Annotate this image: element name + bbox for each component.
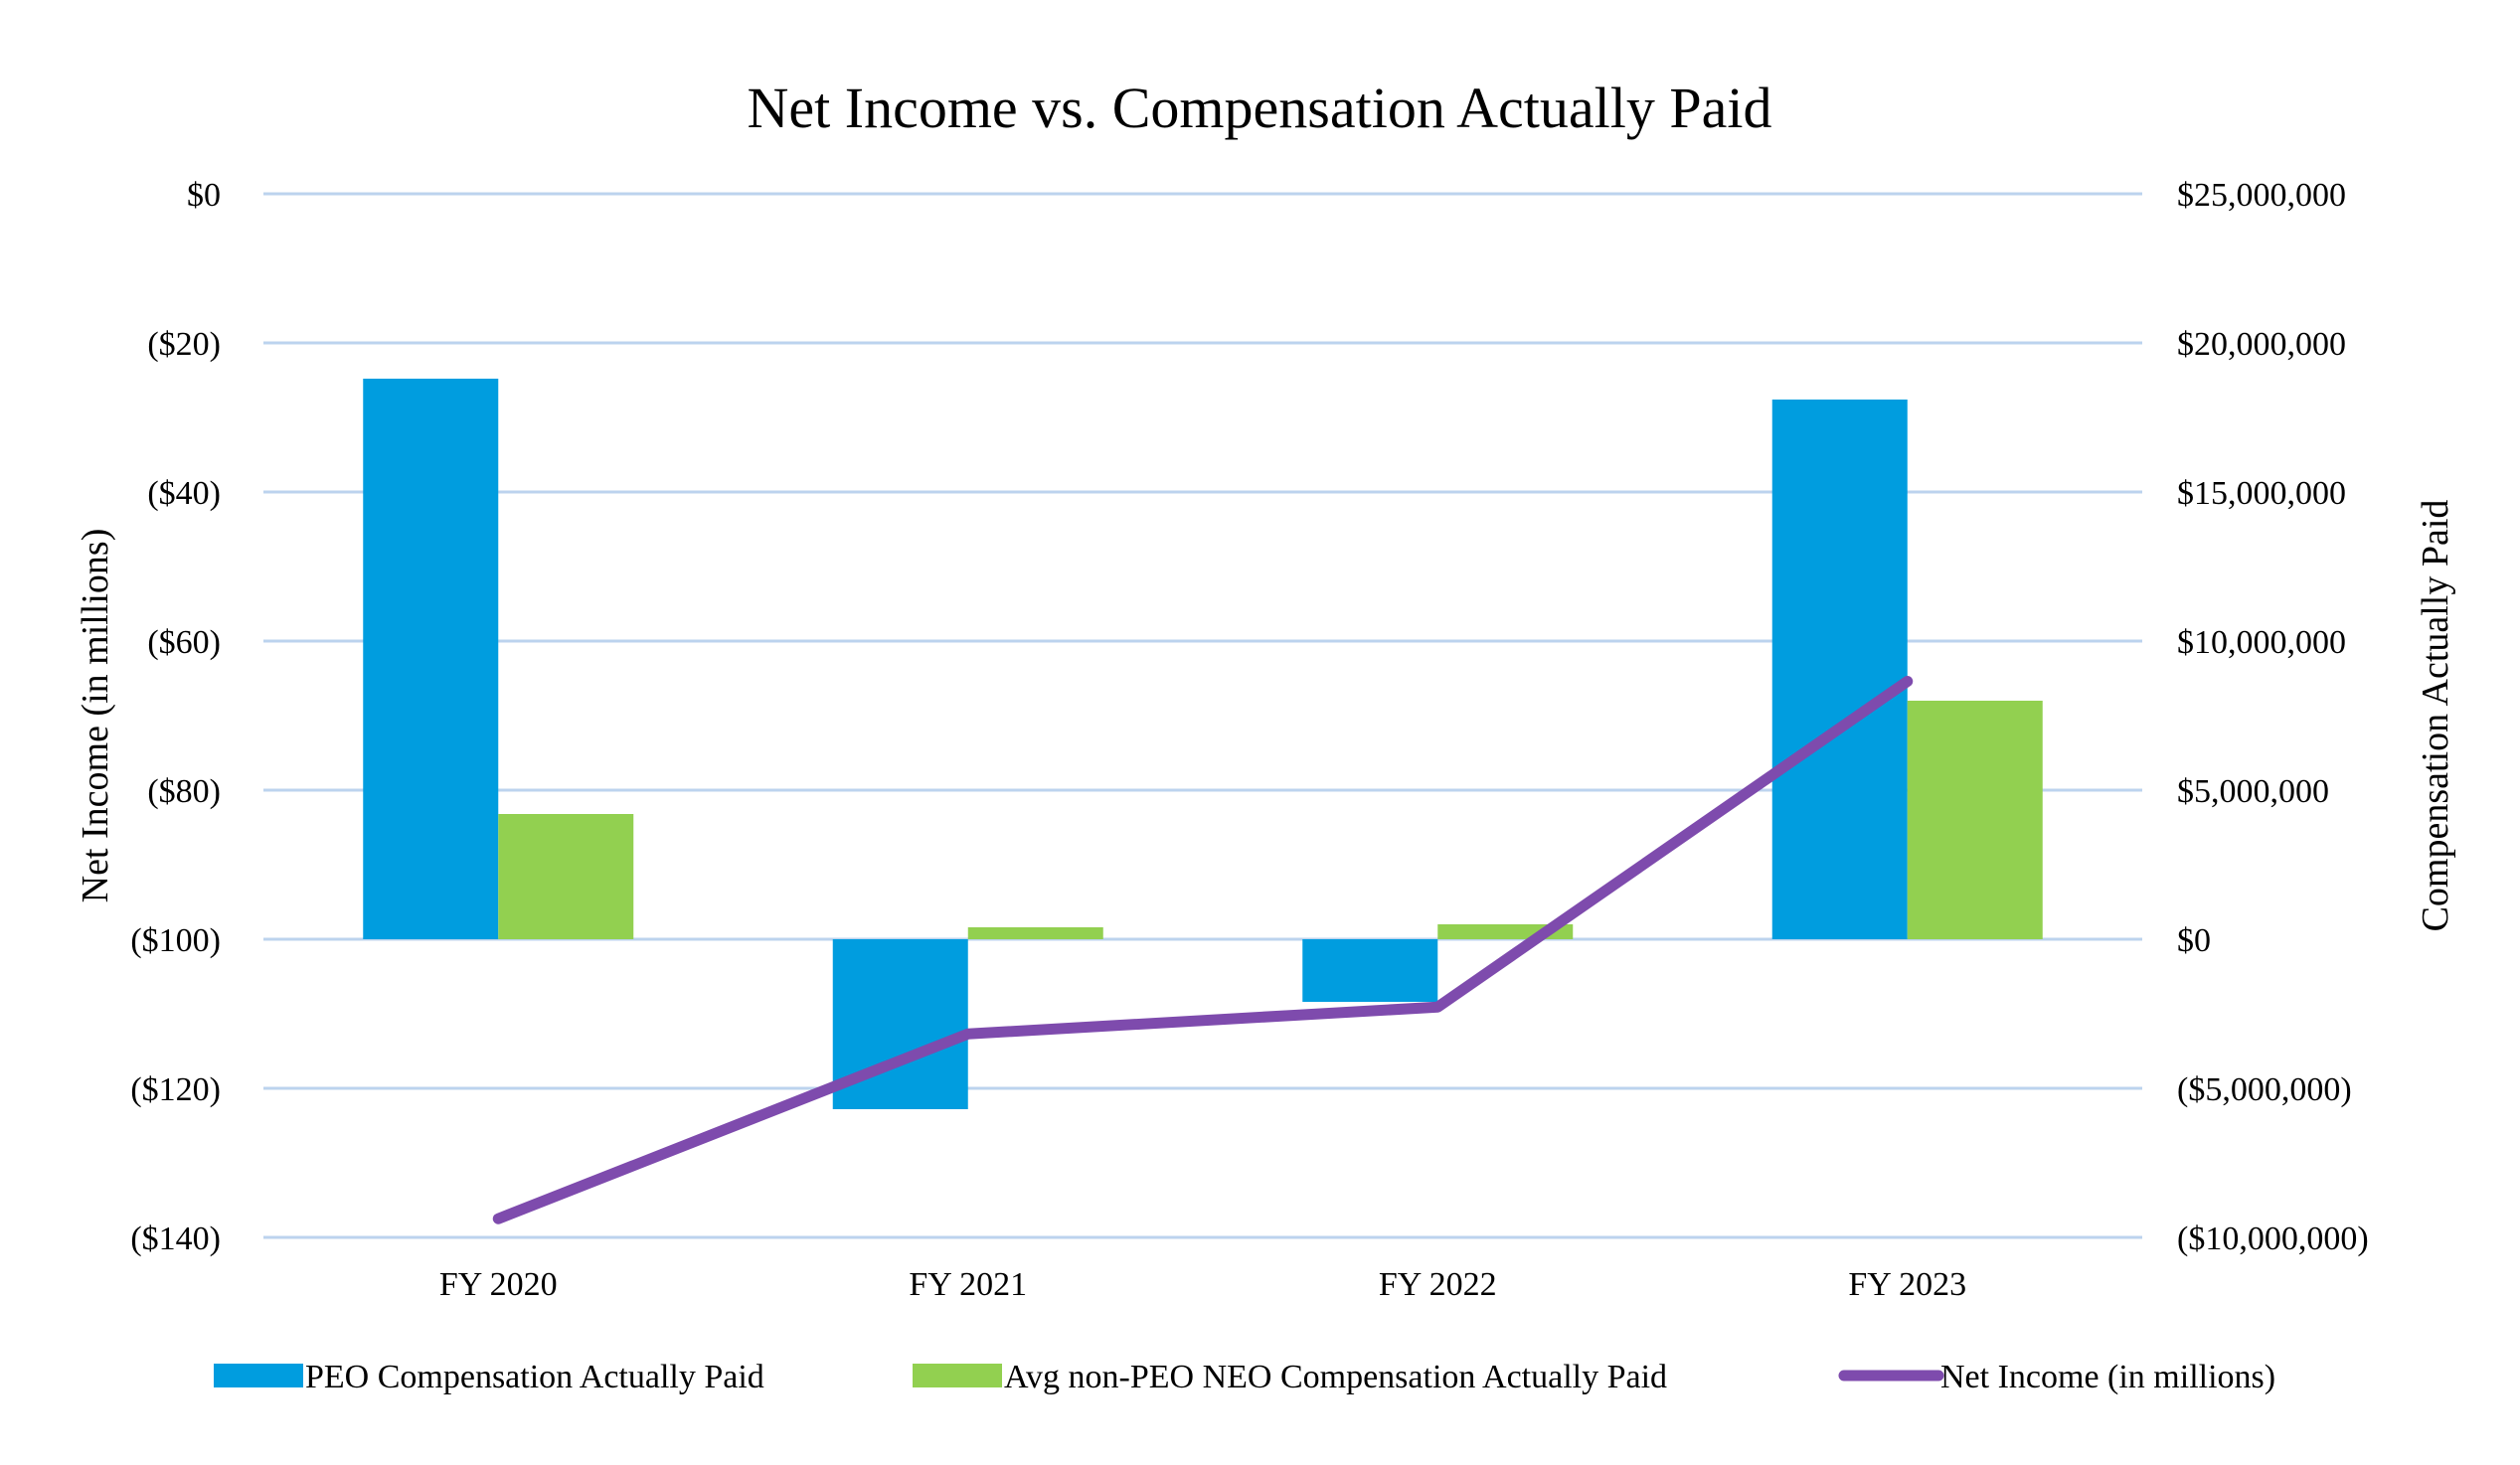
legend-item: Avg non-PEO NEO Compensation Actually Pa… (913, 1359, 1667, 1395)
x-tick-label: FY 2021 (909, 1266, 1027, 1303)
right-tick-label: $5,000,000 (2177, 773, 2329, 810)
legend-label: Net Income (in millions) (1940, 1359, 2275, 1395)
line-series (492, 676, 1914, 1224)
x-tick-label: FY 2020 (439, 1266, 558, 1303)
non-peo-bar (1907, 701, 2043, 939)
left-tick-label: ($100) (130, 922, 221, 959)
right-tick-label: ($5,000,000) (2177, 1071, 2352, 1108)
legend-swatch (214, 1364, 303, 1387)
legend-label: PEO Compensation Actually Paid (305, 1359, 764, 1395)
right-axis-ticks: $25,000,000 $20,000,000 $15,000,000 $10,000… (2177, 177, 2369, 1257)
left-tick-label: ($80) (147, 773, 221, 810)
left-tick-label: $0 (187, 177, 221, 214)
right-tick-label: ($10,000,000) (2177, 1221, 2369, 1257)
net-income-line (492, 676, 1914, 1224)
left-axis-ticks: $0 ($20) ($40) ($60) ($80) ($100) ($120) ($140) (130, 177, 221, 1257)
chart-title: Net Income vs. Compensation Actually Pai… (748, 76, 1772, 140)
non-peo-bar (967, 927, 1103, 939)
right-tick-label: $20,000,000 (2177, 326, 2346, 363)
left-tick-label: ($120) (130, 1071, 221, 1108)
x-tick-label: FY 2023 (1848, 1266, 1966, 1303)
left-tick-label: ($20) (147, 326, 221, 363)
legend-item: PEO Compensation Actually Paid (214, 1359, 764, 1395)
left-tick-label: ($60) (147, 624, 221, 661)
left-tick-label: ($140) (130, 1221, 221, 1257)
right-tick-label: $10,000,000 (2177, 624, 2346, 661)
legend-item: Net Income (in millions) (1838, 1359, 2275, 1395)
x-tick-label: FY 2022 (1379, 1266, 1497, 1303)
peo-bar (1302, 939, 1438, 1002)
legend-label: Avg non-PEO NEO Compensation Actually Pa… (1004, 1359, 1667, 1395)
right-tick-label: $15,000,000 (2177, 475, 2346, 512)
non-peo-bar (498, 814, 634, 939)
peo-bar (1771, 400, 1908, 939)
left-axis-title: Net Income (in millions) (75, 529, 116, 903)
bar-series (363, 379, 2043, 1109)
right-axis-title: Compensation Actually Paid (2415, 500, 2456, 932)
legend-swatch (913, 1364, 1002, 1387)
peo-bar (363, 379, 499, 939)
right-tick-label: $0 (2177, 922, 2211, 959)
legend: PEO Compensation Actually Paid Avg non-PE… (214, 1359, 2275, 1395)
x-axis-ticks: FY 2020 FY 2021 FY 2022 FY 2023 (439, 1266, 1966, 1303)
left-tick-label: ($40) (147, 475, 221, 512)
right-tick-label: $25,000,000 (2177, 177, 2346, 214)
